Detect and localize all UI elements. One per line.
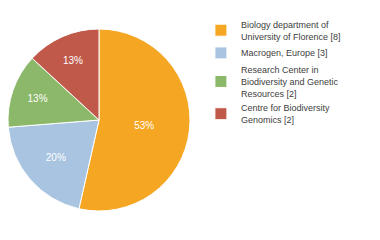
svg-text:20%: 20% <box>46 152 66 163</box>
svg-text:13%: 13% <box>63 55 83 66</box>
svg-text:13%: 13% <box>28 93 48 104</box>
svg-text:Macrogen, Europe [3]: Macrogen, Europe [3] <box>241 48 328 58</box>
svg-text:Research Center inBiodiversity: Research Center inBiodiversity and Genet… <box>241 65 339 98</box>
svg-text:Biology department ofUniversit: Biology department ofUniversity of Flore… <box>241 20 341 42</box>
svg-text:Centre for BiodiversityGenomic: Centre for BiodiversityGenomics [2] <box>241 103 330 125</box>
svg-text:53%: 53% <box>134 120 154 131</box>
